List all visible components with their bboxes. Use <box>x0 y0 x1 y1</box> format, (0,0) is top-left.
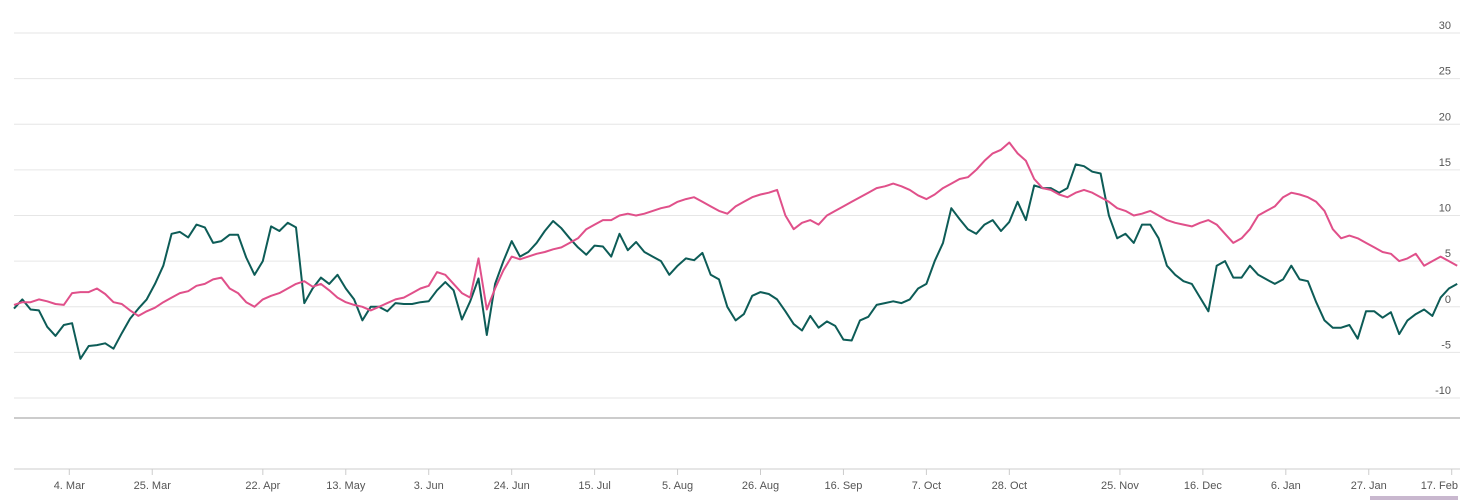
x-tick-label: 28. Oct <box>992 480 1027 492</box>
x-tick-label: 24. Jun <box>494 480 530 492</box>
series-line-1 <box>13 163 1458 360</box>
grid-lines <box>14 32 1460 399</box>
y-tick-label: 30 <box>1439 20 1451 32</box>
x-tick-label: 25. Mar <box>134 480 172 492</box>
x-tick-label: 27. Jan <box>1351 480 1387 492</box>
y-tick-label: 0 <box>1445 294 1451 306</box>
x-tick-label: 17. Feb <box>1421 480 1458 492</box>
y-tick-label: 20 <box>1439 111 1451 123</box>
x-tick-label: 3. Jun <box>414 480 444 492</box>
x-tick-label: 4. Mar <box>54 480 86 492</box>
y-tick-label: -10 <box>1435 385 1451 397</box>
navigator-handle[interactable] <box>1370 496 1458 500</box>
y-tick-label: -5 <box>1441 339 1451 351</box>
series-lines <box>13 141 1458 360</box>
x-tick-label: 5. Aug <box>662 480 693 492</box>
x-tick-label: 16. Dec <box>1184 480 1222 492</box>
x-tick-label: 16. Sep <box>824 480 862 492</box>
y-tick-label: 15 <box>1439 157 1451 169</box>
x-tick-label: 13. May <box>326 480 366 492</box>
x-tick-label: 15. Jul <box>578 480 610 492</box>
y-tick-label: 25 <box>1439 66 1451 78</box>
x-axis-tick-labels: 4. Mar 25. Mar 22. Apr 13. May 3. Jun 24. Jun… <box>54 469 1458 492</box>
x-tick-label: 25. Nov <box>1101 480 1139 492</box>
x-tick-label: 7. Oct <box>912 480 941 492</box>
series-line-2 <box>13 141 1458 317</box>
y-axis-tick-labels: 30 25 20 15 10 5 0 -5 -10 <box>1435 20 1451 397</box>
x-tick-label: 26. Aug <box>742 480 779 492</box>
y-tick-label: 5 <box>1445 248 1451 260</box>
x-tick-label: 6. Jan <box>1271 480 1301 492</box>
y-tick-label: 10 <box>1439 203 1451 215</box>
x-tick-label: 22. Apr <box>245 480 280 492</box>
